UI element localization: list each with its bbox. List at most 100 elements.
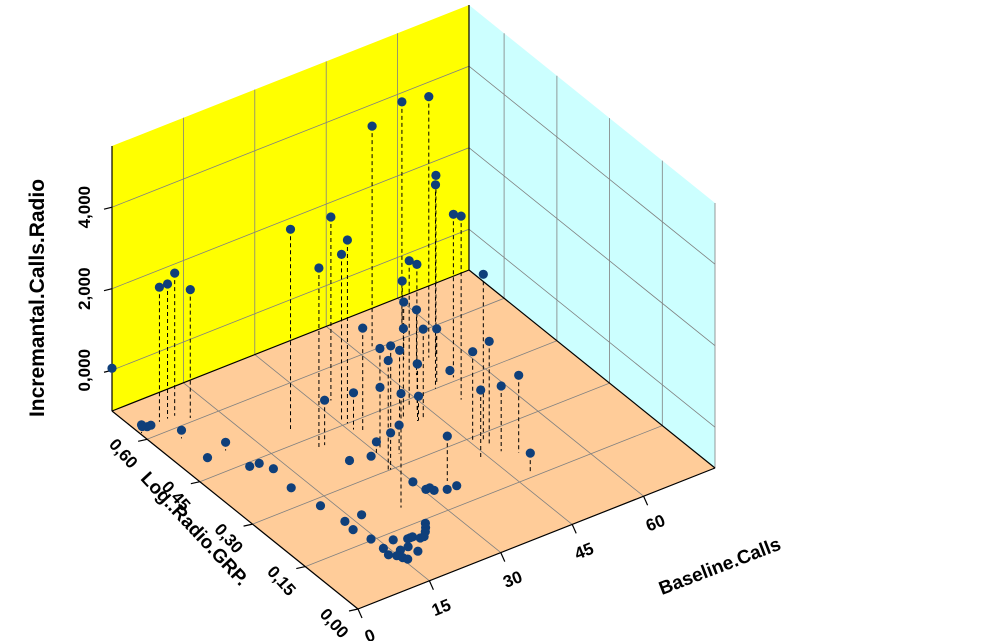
tick-marks [103, 206, 649, 619]
data-point [398, 323, 408, 334]
drop-lines [111, 96, 531, 508]
y-tick-mark [348, 608, 359, 612]
data-point [344, 455, 355, 466]
z-axis-title: Incremantal.Calls.Radio [26, 179, 49, 417]
data-point [170, 268, 180, 278]
data-point [478, 269, 488, 279]
data-point [357, 510, 367, 520]
data-point [375, 343, 385, 354]
data-point [442, 431, 452, 441]
x-tick-label: 30 [500, 567, 525, 592]
data-point [397, 276, 407, 286]
data-point [386, 428, 396, 438]
data-point [403, 542, 413, 552]
x-tick-mark [643, 495, 649, 506]
data-point [285, 224, 296, 234]
data-point [221, 437, 231, 447]
data-point [496, 381, 506, 391]
box-edge [468, 269, 716, 469]
data-point [476, 385, 486, 395]
z-tick-label: 4,000 [75, 186, 94, 229]
data-point [107, 363, 117, 373]
x-axis-title: Baseline.Calls [656, 534, 784, 600]
data-point [396, 388, 406, 399]
data-point [336, 249, 347, 259]
data-point [358, 323, 368, 333]
data-point [395, 345, 405, 355]
y-tick-label: 0,15 [263, 562, 299, 599]
data-point [348, 388, 359, 398]
z-tick-mark [103, 288, 113, 292]
data-point [185, 285, 195, 295]
data-point [268, 464, 278, 474]
back-wall [112, 5, 469, 411]
data-point [448, 209, 458, 219]
data-point [367, 121, 377, 131]
data-point [286, 483, 296, 493]
box-edge [357, 467, 716, 610]
x-tick-mark [500, 552, 506, 562]
data-point [404, 256, 414, 266]
data-point [424, 92, 434, 102]
data-point [468, 347, 478, 357]
z-tick-mark [103, 206, 113, 210]
x-tick-mark [428, 580, 434, 591]
data-point [484, 336, 494, 346]
data-point [342, 235, 352, 245]
data-point [378, 543, 388, 554]
y-tick-mark [296, 565, 306, 570]
data-point [412, 259, 422, 269]
data-point [525, 448, 535, 458]
x-tick-label: 15 [429, 595, 454, 620]
data-point [348, 525, 358, 535]
data-point [340, 516, 350, 527]
data-point [456, 211, 466, 221]
side-wall [469, 5, 715, 468]
data-point [320, 395, 330, 405]
floor-plane [112, 270, 715, 609]
data-point [413, 391, 424, 401]
data-point [514, 370, 524, 380]
data-point [386, 341, 396, 351]
data-point [408, 477, 418, 487]
data-point [162, 279, 173, 289]
data-point [407, 532, 418, 542]
data-point [442, 484, 452, 494]
data-point [452, 481, 462, 491]
y-tick-label: 0,00 [316, 605, 352, 641]
x-tick-label: 60 [643, 511, 668, 536]
data-point [413, 546, 423, 556]
data-point [403, 554, 413, 564]
data-point [388, 535, 398, 545]
z-tick-label: 0,000 [75, 349, 94, 392]
data-point [429, 485, 439, 495]
data-point [136, 420, 147, 430]
y-tick-mark [190, 481, 200, 485]
data-point [394, 420, 404, 430]
y-tick-mark [243, 523, 253, 527]
data-point [366, 534, 376, 544]
data-point [430, 180, 441, 190]
data-point [383, 355, 393, 366]
data-point [202, 453, 213, 463]
data-point [419, 531, 429, 542]
data-point [418, 324, 428, 334]
data-point [375, 382, 385, 392]
data-point [254, 458, 264, 468]
data-point [399, 297, 409, 307]
data-point [371, 437, 381, 447]
data-point [432, 324, 442, 334]
z-tick-labels: 0,000 2,000 4,000 [75, 186, 94, 392]
x-tick-label: 0 [362, 625, 378, 641]
data-point [154, 282, 164, 292]
data-point [314, 263, 324, 273]
x-tick-mark [571, 524, 577, 534]
y-tick-label: 0,60 [105, 435, 141, 472]
data-point [366, 451, 376, 461]
data-point [315, 501, 326, 511]
data-points [107, 92, 535, 564]
data-point [176, 425, 187, 435]
data-point [397, 97, 407, 107]
x-tick-mark [357, 608, 363, 619]
